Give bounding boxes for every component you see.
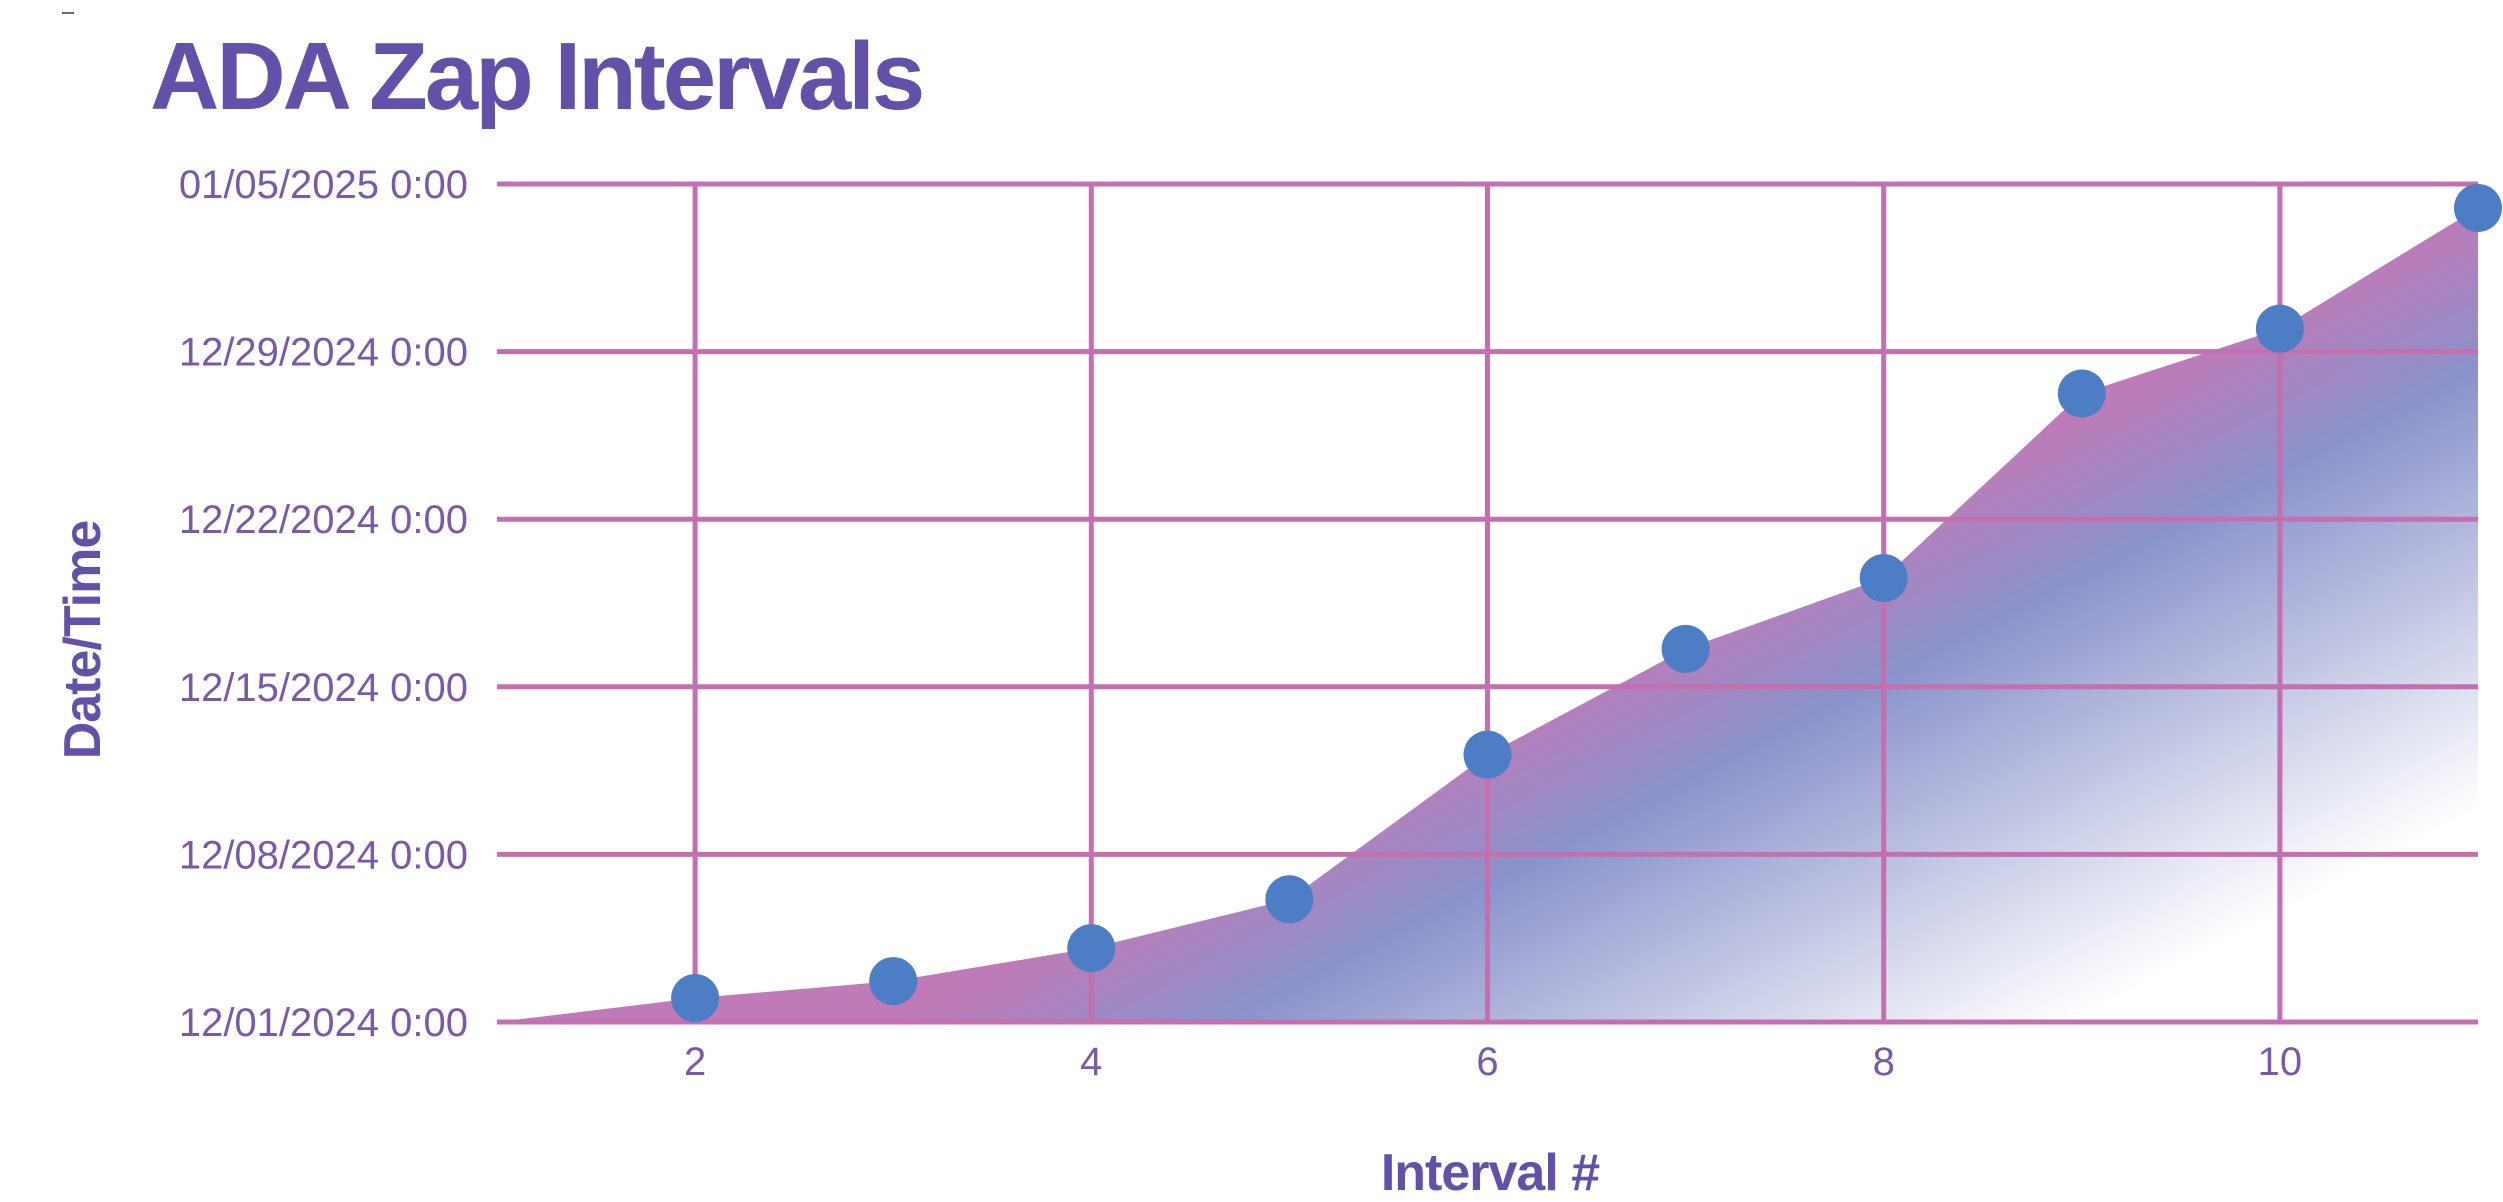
y-tick-label: 12/22/2024 0:00 (179, 498, 468, 542)
area-fill (497, 207, 2478, 1022)
y-tick-label: 01/05/2025 0:00 (179, 163, 468, 207)
y-tick-label: 12/15/2024 0:00 (179, 666, 468, 710)
y-axis-title: Date/Time (54, 521, 112, 760)
y-tick-label: 12/01/2024 0:00 (179, 1001, 468, 1045)
x-tick-label: 4 (1080, 1040, 1102, 1084)
corner-mark (62, 12, 74, 14)
y-tick-label: 12/08/2024 0:00 (179, 833, 468, 877)
x-axis-title: Interval # (1381, 1144, 1600, 1202)
data-point (2057, 369, 2106, 418)
data-point (1463, 730, 1512, 779)
y-tick-label: 12/29/2024 0:00 (179, 331, 468, 375)
x-tick-label: 10 (2258, 1040, 2303, 1084)
data-point (671, 974, 720, 1023)
data-point (869, 957, 918, 1006)
chart-title: ADA Zap Intervals (150, 23, 925, 130)
data-point (1859, 554, 1908, 603)
x-tick-label: 6 (1476, 1040, 1498, 1084)
data-point (1661, 624, 1710, 673)
x-tick-label: 8 (1873, 1040, 1895, 1084)
data-point (1067, 924, 1116, 973)
x-tick-label: 2 (684, 1040, 706, 1084)
data-point (1265, 875, 1314, 924)
data-point (2255, 304, 2304, 353)
data-point (2454, 183, 2502, 232)
